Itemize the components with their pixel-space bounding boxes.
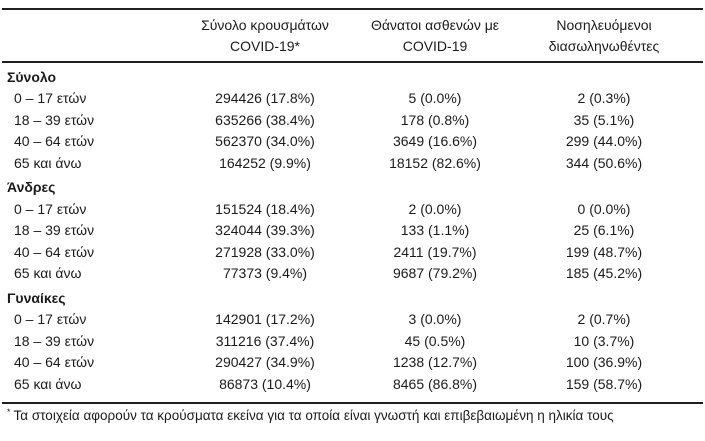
table-header-row: Σύνολο κρουσμάτων COVID-19* Θάνατοι ασθε…	[2, 10, 703, 61]
footnote-marker: *	[7, 406, 11, 417]
intubated-cell: 344 (50.6%)	[565, 154, 643, 171]
column-header-empty	[2, 15, 165, 57]
footnote: * Τα στοιχεία αφορούν τα κρούσματα εκείνα…	[2, 404, 703, 425]
age-group-label: 40 – 64 ετών	[14, 354, 95, 370]
cases-cell: 271928 (33.0%)	[215, 243, 315, 260]
footnote-text: Τα στοιχεία αφορούν τα κρούσματα εκείνα …	[13, 408, 614, 423]
age-group-label: 0 – 17 ετών	[14, 311, 87, 327]
intubated-cell: 2 (0.3%)	[577, 90, 631, 106]
age-group-label: 40 – 64 ετών	[14, 243, 95, 260]
intubated-cell: 25 (6.1%)	[573, 222, 635, 238]
age-group-label: 65 και άνω	[14, 154, 82, 171]
table-row: 65 και άνω 77373 (9.4%) 9687 (79.2%) 185…	[2, 263, 703, 285]
intubated-cell: 35 (5.1%)	[573, 111, 635, 128]
cases-cell: 164252 (9.9%)	[219, 154, 311, 171]
table-row: 18 – 39 ετών 635266 (38.4%) 178 (0.8%) 3…	[2, 110, 703, 132]
intubated-cell: 199 (48.7%)	[565, 243, 643, 260]
deaths-cell: 45 (0.5%)	[404, 332, 466, 349]
section-women: Γυναίκες 0 – 17 ετών 142901 (17.2%) 3 (0…	[2, 288, 703, 396]
deaths-cell: 18152 (82.6%)	[389, 154, 481, 171]
age-group-label: 18 – 39 ετών	[14, 222, 95, 238]
age-group-label: 65 και άνω	[14, 375, 82, 392]
table-row: 65 και άνω 164252 (9.9%) 18152 (82.6%) 3…	[2, 153, 703, 175]
bottom-rule	[2, 402, 703, 404]
cases-cell: 294426 (17.8%)	[215, 90, 315, 106]
deaths-cell: 133 (1.1%)	[400, 222, 470, 238]
cases-cell: 77373 (9.4%)	[222, 265, 308, 281]
table-row: 65 και άνω 86873 (10.4%) 8465 (86.8%) 15…	[2, 374, 703, 396]
section-header-women: Γυναίκες	[7, 289, 66, 306]
age-group-label: 65 και άνω	[14, 265, 82, 281]
column-header-deaths-line2: COVID-19	[402, 37, 468, 54]
table-body: Σύνολο 0 – 17 ετών 294426 (17.8%) 5 (0.0…	[2, 63, 703, 403]
deaths-cell: 8465 (86.8%)	[392, 375, 478, 392]
column-header-deaths-line1: Θάνατοι ασθενών με	[370, 16, 500, 33]
cases-cell: 635266 (38.4%)	[215, 111, 315, 128]
column-header-cases-line2: COVID-19*	[229, 37, 301, 54]
intubated-cell: 159 (58.7%)	[565, 375, 643, 392]
table-row: 0 – 17 ετών 142901 (17.2%) 3 (0.0%) 2 (0…	[2, 309, 703, 331]
deaths-cell: 178 (0.8%)	[400, 111, 470, 128]
deaths-cell: 2 (0.0%)	[408, 200, 462, 217]
cases-cell: 290427 (34.9%)	[215, 354, 315, 370]
table-row: 18 – 39 ετών 324044 (39.3%) 133 (1.1%) 2…	[2, 220, 703, 242]
intubated-cell: 2 (0.7%)	[577, 311, 631, 327]
top-rule	[2, 8, 703, 10]
header-rule	[2, 60, 703, 63]
table-row: 40 – 64 ετών 290427 (34.9%) 1238 (12.7%)…	[2, 352, 703, 374]
intubated-cell: 185 (45.2%)	[565, 265, 643, 281]
section-header-men: Άνδρες	[7, 179, 56, 195]
cases-cell: 311216 (37.4%)	[215, 332, 315, 349]
table-row: 40 – 64 ετών 271928 (33.0%) 2411 (19.7%)…	[2, 242, 703, 264]
column-header-intubated: Νοσηλευόμενοι διασωληνωθέντες	[505, 15, 703, 57]
intubated-cell: 10 (3.7%)	[573, 332, 635, 349]
age-group-label: 0 – 17 ετών	[14, 90, 87, 106]
deaths-cell: 3649 (16.6%)	[392, 133, 478, 149]
cases-cell: 142901 (17.2%)	[215, 311, 315, 327]
cases-cell: 86873 (10.4%)	[219, 375, 311, 392]
cases-cell: 324044 (39.3%)	[215, 222, 315, 238]
column-header-cases: Σύνολο κρουσμάτων COVID-19*	[165, 15, 365, 57]
deaths-cell: 9687 (79.2%)	[392, 265, 478, 281]
age-group-label: 18 – 39 ετών	[14, 111, 95, 128]
deaths-cell: 3 (0.0%)	[408, 311, 462, 327]
age-group-label: 0 – 17 ετών	[14, 200, 87, 217]
column-header-deaths: Θάνατοι ασθενών με COVID-19	[365, 15, 505, 57]
deaths-cell: 2411 (19.7%)	[393, 243, 477, 260]
column-header-cases-line1: Σύνολο κρουσμάτων	[201, 16, 329, 33]
table-row: 18 – 39 ετών 311216 (37.4%) 45 (0.5%) 10…	[2, 331, 703, 353]
covid-age-table: Σύνολο κρουσμάτων COVID-19* Θάνατοι ασθε…	[2, 8, 703, 425]
age-group-label: 18 – 39 ετών	[14, 332, 95, 349]
column-header-intubated-line2: διασωληνωθέντες	[548, 37, 660, 54]
deaths-cell: 5 (0.0%)	[408, 90, 462, 106]
table-row: 0 – 17 ετών 294426 (17.8%) 5 (0.0%) 2 (0…	[2, 88, 703, 110]
column-header-intubated-line1: Νοσηλευόμενοι	[556, 16, 652, 33]
age-group-label: 40 – 64 ετών	[14, 133, 95, 149]
intubated-cell: 299 (44.0%)	[565, 133, 643, 149]
cases-cell: 151524 (18.4%)	[215, 200, 315, 217]
table-row: 0 – 17 ετών 151524 (18.4%) 2 (0.0%) 0 (0…	[2, 199, 703, 221]
cases-cell: 562370 (34.0%)	[215, 133, 315, 149]
section-header-total: Σύνολο	[7, 68, 57, 85]
section-total: Σύνολο 0 – 17 ετών 294426 (17.8%) 5 (0.0…	[2, 67, 703, 175]
intubated-cell: 0 (0.0%)	[577, 200, 631, 217]
table-row: 40 – 64 ετών 562370 (34.0%) 3649 (16.6%)…	[2, 131, 703, 153]
deaths-cell: 1238 (12.7%)	[392, 354, 478, 370]
section-men: Άνδρες 0 – 17 ετών 151524 (18.4%) 2 (0.0…	[2, 177, 703, 285]
intubated-cell: 100 (36.9%)	[565, 354, 643, 370]
